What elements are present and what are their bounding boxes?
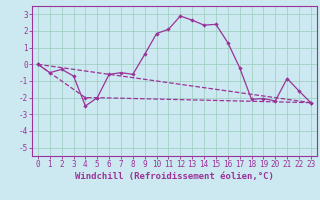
X-axis label: Windchill (Refroidissement éolien,°C): Windchill (Refroidissement éolien,°C) — [75, 172, 274, 181]
